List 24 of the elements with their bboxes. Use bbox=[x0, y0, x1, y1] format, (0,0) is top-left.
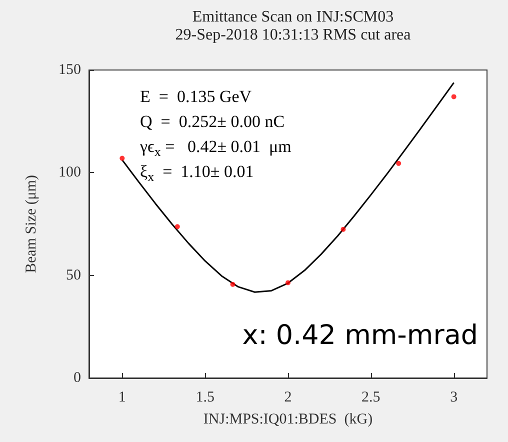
y-tick-label: 100 bbox=[58, 164, 81, 181]
point bbox=[120, 156, 125, 161]
point bbox=[174, 224, 180, 230]
y-tick-label: 50 bbox=[66, 267, 81, 284]
x-tick-label: 2.5 bbox=[362, 390, 380, 406]
chart-subtitle: 29-Sep-2018 10:31:13 RMS cut area bbox=[175, 26, 411, 44]
x-tick-label: 1 bbox=[118, 390, 126, 406]
y-axis-title: Beam Size (μm) bbox=[24, 174, 40, 274]
annotation: E = 0.135 GeV bbox=[140, 87, 252, 106]
x-tick-label: 2 bbox=[284, 390, 292, 406]
point bbox=[451, 94, 456, 100]
point bbox=[396, 160, 402, 166]
y-tick-label: 150 bbox=[58, 62, 81, 78]
x-tick-label: 1.5 bbox=[196, 390, 214, 406]
line-series bbox=[121, 82, 455, 293]
point bbox=[286, 280, 290, 286]
point bbox=[340, 226, 346, 232]
point bbox=[230, 282, 236, 287]
x-tick-label: 3 bbox=[450, 390, 458, 406]
y-tick-label: 0 bbox=[74, 370, 81, 386]
annotation: Q = 0.252± 0.00 nC bbox=[140, 112, 285, 131]
chart-title: Emittance Scan on INJ:SCM03 bbox=[192, 8, 394, 26]
x-axis-title: INJ:MPS:IQ01:BDES (kG) bbox=[203, 412, 373, 428]
annotation: x: 0.42 mm-mrad bbox=[242, 320, 478, 351]
